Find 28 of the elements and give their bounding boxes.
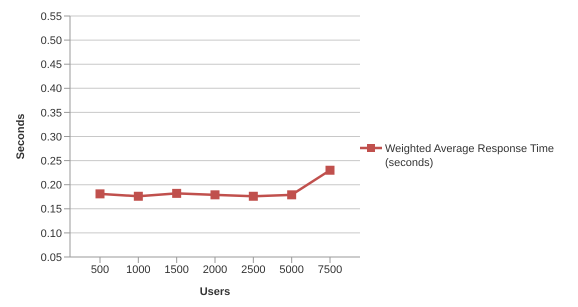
x-tick-label: 2000 bbox=[202, 264, 228, 276]
x-tick-label: 1000 bbox=[126, 264, 151, 276]
y-tick-label: 0.20 bbox=[40, 180, 62, 192]
point bbox=[96, 189, 104, 198]
y-tick-label: 0.50 bbox=[40, 35, 62, 48]
y-tick-label: 0.40 bbox=[40, 83, 62, 96]
y-tick-label: 0.15 bbox=[40, 204, 62, 216]
x-tick-label: 500 bbox=[90, 264, 110, 276]
point bbox=[326, 166, 334, 175]
x-tick-label: 5000 bbox=[279, 264, 304, 276]
legend-label: Weighted Average Response Time (seconds) bbox=[385, 142, 555, 170]
point bbox=[248, 192, 258, 201]
point bbox=[134, 192, 143, 201]
y-tick-label: 0.55 bbox=[40, 10, 62, 23]
y-tick-label: 0.10 bbox=[40, 228, 62, 240]
y-axis-title: Seconds bbox=[14, 114, 27, 160]
y-tick-label: 0.25 bbox=[40, 156, 62, 168]
y-tick-label: 0.35 bbox=[40, 107, 62, 120]
x-axis-title: Users bbox=[200, 286, 230, 298]
point bbox=[287, 190, 296, 200]
point bbox=[172, 188, 182, 198]
x-tick-label: 1500 bbox=[164, 264, 189, 276]
y-tick-label: 0.30 bbox=[40, 131, 62, 144]
x-tick-label: 7500 bbox=[318, 264, 342, 276]
x-tick-label: 2500 bbox=[241, 264, 266, 276]
y-tick-label: 0.05 bbox=[40, 252, 62, 264]
point bbox=[210, 190, 220, 200]
y-tick-label: 0.45 bbox=[40, 59, 62, 72]
